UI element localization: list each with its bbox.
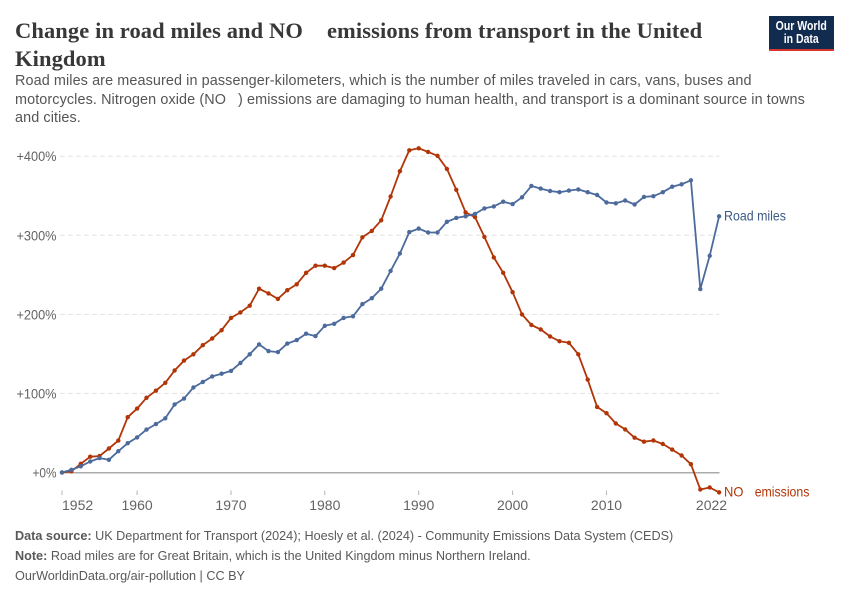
svg-text:2010: 2010 — [591, 497, 622, 513]
svg-text:+100%: +100% — [17, 385, 57, 401]
svg-text:1970: 1970 — [215, 497, 246, 513]
svg-text:emissions: emissions — [755, 484, 810, 500]
svg-text:1960: 1960 — [122, 497, 153, 513]
svg-text:2022: 2022 — [696, 497, 727, 513]
svg-text:Road miles: Road miles — [724, 208, 786, 224]
svg-text:1952: 1952 — [62, 497, 93, 513]
svg-text:NO: NO — [724, 484, 744, 500]
svg-text:+400%: +400% — [17, 148, 57, 164]
svg-text:1990: 1990 — [403, 497, 434, 513]
svg-text:+300%: +300% — [17, 227, 57, 243]
svg-text:+200%: +200% — [17, 306, 57, 322]
svg-text:+0%: +0% — [33, 465, 57, 481]
svg-text:1980: 1980 — [309, 497, 340, 513]
svg-text:2000: 2000 — [497, 497, 528, 513]
